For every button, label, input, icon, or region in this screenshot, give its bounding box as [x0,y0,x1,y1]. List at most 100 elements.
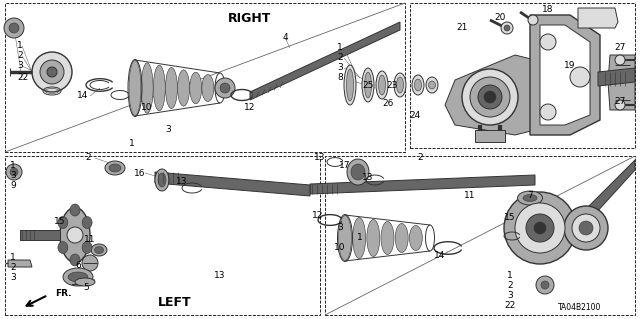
Polygon shape [8,260,32,267]
Polygon shape [578,8,618,28]
Text: 11: 11 [84,235,96,244]
Ellipse shape [109,164,121,172]
Polygon shape [155,172,310,196]
Ellipse shape [129,61,141,115]
Circle shape [470,77,510,117]
Text: 4: 4 [282,33,288,42]
Polygon shape [250,22,400,100]
Circle shape [526,214,554,242]
Ellipse shape [365,72,371,98]
Circle shape [501,22,513,34]
Ellipse shape [410,226,422,250]
Polygon shape [575,160,635,236]
Bar [5,3,405,152]
Bar [475,130,505,142]
Polygon shape [608,55,635,110]
Ellipse shape [155,169,169,191]
Text: 2: 2 [507,280,513,290]
Ellipse shape [202,75,214,101]
Polygon shape [310,175,535,194]
Ellipse shape [351,164,365,180]
Ellipse shape [344,65,356,105]
Text: 27: 27 [614,98,626,107]
Circle shape [515,203,565,253]
Ellipse shape [141,63,153,113]
Ellipse shape [412,75,424,95]
Text: 3: 3 [337,224,343,233]
Text: 13: 13 [362,174,374,182]
Text: 14: 14 [435,250,445,259]
Ellipse shape [58,241,68,254]
Ellipse shape [60,207,90,263]
Bar [325,156,635,315]
Text: 6: 6 [75,261,81,270]
Text: 12: 12 [244,103,256,113]
Circle shape [484,91,496,103]
Ellipse shape [415,79,422,91]
Text: 13: 13 [176,177,188,187]
Ellipse shape [95,247,104,254]
Circle shape [615,100,625,110]
Circle shape [9,23,19,33]
Ellipse shape [362,68,374,102]
Circle shape [570,67,590,87]
Text: 2: 2 [337,54,343,63]
Circle shape [564,206,608,250]
Polygon shape [540,25,590,125]
Ellipse shape [165,68,177,108]
Text: 18: 18 [542,5,554,14]
Ellipse shape [154,65,165,111]
Circle shape [10,168,18,176]
Text: FR.: FR. [55,288,72,298]
Text: 3: 3 [337,63,343,72]
Text: 1: 1 [357,234,363,242]
Ellipse shape [158,173,166,187]
Text: 14: 14 [77,92,89,100]
Circle shape [215,78,235,98]
Ellipse shape [376,71,388,99]
Text: 10: 10 [334,243,346,253]
Circle shape [504,192,576,264]
Ellipse shape [353,218,365,258]
Text: 13: 13 [214,271,226,279]
Text: RIGHT: RIGHT [228,11,272,25]
Circle shape [540,34,556,50]
Ellipse shape [63,268,93,286]
Text: 19: 19 [564,61,576,70]
Text: 21: 21 [456,24,468,33]
Ellipse shape [177,70,189,106]
Ellipse shape [397,77,403,93]
Circle shape [32,52,72,92]
Ellipse shape [70,254,80,266]
Ellipse shape [523,195,537,202]
Text: 7: 7 [527,190,533,199]
Text: 10: 10 [141,102,153,112]
Text: 12: 12 [312,211,324,219]
Ellipse shape [105,161,125,175]
Bar [5,156,320,315]
Text: 9: 9 [10,181,16,189]
Ellipse shape [394,73,406,97]
Ellipse shape [395,224,408,253]
Circle shape [47,67,57,77]
Ellipse shape [189,72,202,104]
Circle shape [528,15,538,25]
Text: 3: 3 [10,170,16,180]
Ellipse shape [70,204,80,216]
Polygon shape [445,55,535,135]
Text: 1: 1 [10,160,16,169]
Circle shape [82,255,98,271]
Text: TA04B2100: TA04B2100 [558,303,602,313]
Text: 1: 1 [129,138,135,147]
Text: 2: 2 [85,153,91,162]
Text: 15: 15 [504,213,516,222]
Ellipse shape [378,75,385,95]
Ellipse shape [347,159,369,185]
Circle shape [6,164,22,180]
Circle shape [478,85,502,109]
Bar [410,3,635,148]
Ellipse shape [426,77,438,93]
Text: 13: 13 [314,153,326,162]
Circle shape [540,104,556,120]
Ellipse shape [346,69,353,101]
